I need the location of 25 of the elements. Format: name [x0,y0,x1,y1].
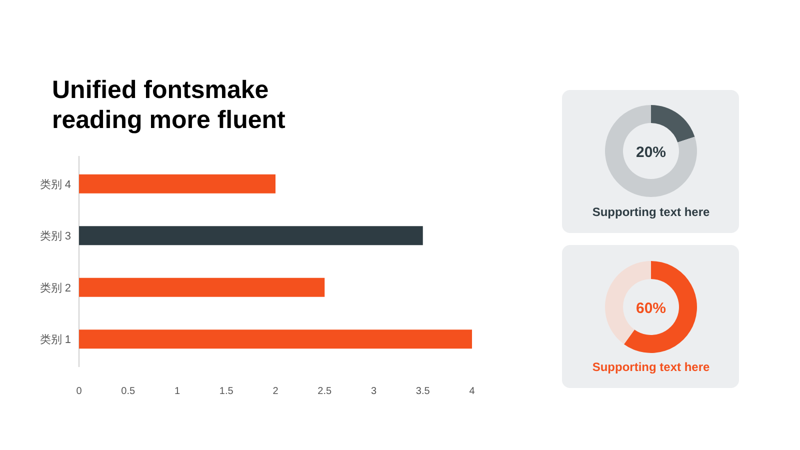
x-tick-label: 1.5 [219,386,234,397]
x-tick-label: 0.5 [121,386,136,397]
donut-slice [651,105,695,142]
donut-slice [605,105,697,197]
text: 20% [636,144,666,161]
x-tick-label: 0 [76,386,82,397]
x-tick-label: 3 [370,386,377,397]
x-tick-label: 2 [272,386,279,397]
donut-slice [624,261,697,353]
bar [79,226,423,246]
text: 60% [636,300,666,317]
x-tick-label: 4 [469,386,476,397]
x-tick-label: 3.5 [416,386,430,397]
text: Supporting text here [592,205,710,219]
y-tick-label: 类别 3 [40,230,71,243]
y-tick-label: 类别 2 [40,281,71,294]
text: Supporting text here [592,360,710,374]
bar [79,330,472,349]
chart-title: Unified fontsmake reading more fluent [52,76,286,134]
y-tick-label: 类别 4 [40,178,71,191]
bar [79,278,325,297]
y-tick-label: 类别 1 [40,333,71,346]
bar [79,174,276,194]
x-tick-label: 1 [174,386,180,397]
x-tick-label: 2.5 [318,386,332,397]
